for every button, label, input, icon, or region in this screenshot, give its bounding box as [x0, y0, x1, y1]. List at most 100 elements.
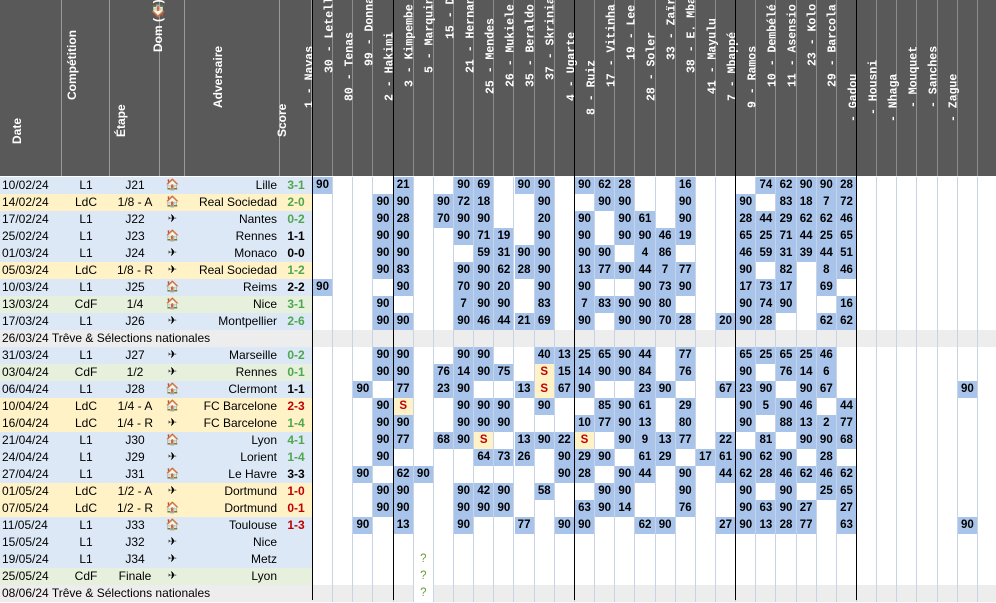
player-minutes-cell[interactable]: [333, 415, 354, 432]
header-dom[interactable]: Dom (🏠) ou Ext (✈): [151, 0, 185, 176]
player-minutes-cell[interactable]: 44: [756, 211, 777, 228]
player-minutes-cell[interactable]: [816, 398, 837, 415]
player-minutes-cell[interactable]: 46: [474, 313, 495, 330]
player-minutes-cell[interactable]: [615, 517, 636, 534]
match-row[interactable]: 27/04/24 L1 J31 🏠 Le Havre 3-3 90 62 90 90 28 90 44 9…: [0, 466, 996, 484]
match-row[interactable]: 11/05/24 L1 J33 🏠 Toulouse 1-3 90 13 90 77 90 90 62 9…: [0, 517, 996, 535]
player-minutes-cell[interactable]: [313, 568, 334, 585]
player-minutes-cell[interactable]: 13: [574, 262, 596, 279]
player-minutes-cell[interactable]: 90: [595, 449, 616, 466]
player-minutes-cell[interactable]: [393, 568, 414, 585]
player-minutes-cell[interactable]: 13: [514, 432, 535, 449]
player-minutes-cell[interactable]: [534, 517, 555, 534]
player-minutes-cell[interactable]: [373, 585, 394, 602]
player-minutes-cell[interactable]: 90: [736, 483, 757, 500]
player-minutes-cell[interactable]: [877, 279, 898, 296]
player-minutes-cell[interactable]: [313, 449, 334, 466]
player-minutes-cell[interactable]: 44: [494, 313, 515, 330]
player-minutes-cell[interactable]: [373, 177, 394, 194]
player-minutes-cell[interactable]: [655, 466, 676, 483]
player-minutes-cell[interactable]: [655, 534, 676, 551]
match-row[interactable]: 24/04/24 L1 J29 ✈ Lorient 1-4 90 64 73 26 90 29 90 61…: [0, 449, 996, 467]
player-minutes-cell[interactable]: [716, 296, 737, 313]
player-minutes-cell[interactable]: [353, 347, 374, 364]
player-minutes-cell[interactable]: 90: [474, 211, 495, 228]
player-minutes-cell[interactable]: [716, 500, 737, 517]
player-minutes-cell[interactable]: [554, 330, 575, 347]
player-minutes-cell[interactable]: 14: [454, 364, 475, 381]
player-minutes-cell[interactable]: 27: [716, 517, 737, 534]
player-minutes-cell[interactable]: [937, 517, 958, 534]
player-minutes-cell[interactable]: [957, 228, 978, 245]
player-minutes-cell[interactable]: 85: [595, 398, 616, 415]
player-minutes-cell[interactable]: 90: [393, 483, 414, 500]
player-minutes-cell[interactable]: [877, 262, 898, 279]
player-minutes-cell[interactable]: [534, 551, 555, 568]
player-minutes-cell[interactable]: [474, 381, 495, 398]
player-minutes-cell[interactable]: [554, 228, 575, 245]
player-minutes-cell[interactable]: [474, 568, 495, 585]
player-minutes-cell[interactable]: 7: [454, 296, 475, 313]
player-minutes-cell[interactable]: [574, 585, 596, 602]
player-minutes-cell[interactable]: 90: [454, 313, 475, 330]
player-minutes-cell[interactable]: 76: [675, 364, 696, 381]
player-minutes-cell[interactable]: 90: [373, 364, 394, 381]
player-minutes-cell[interactable]: [514, 211, 535, 228]
player-minutes-cell[interactable]: 90: [615, 313, 636, 330]
player-minutes-cell[interactable]: 70: [655, 313, 676, 330]
player-minutes-cell[interactable]: 69: [816, 279, 837, 296]
player-minutes-cell[interactable]: [695, 194, 716, 211]
player-minutes-cell[interactable]: [716, 364, 737, 381]
player-minutes-cell[interactable]: 13: [554, 347, 575, 364]
player-minutes-cell[interactable]: [857, 568, 878, 585]
player-minutes-cell[interactable]: [897, 279, 918, 296]
player-minutes-cell[interactable]: 73: [494, 449, 515, 466]
player-minutes-cell[interactable]: [917, 517, 938, 534]
player-minutes-cell[interactable]: [877, 568, 898, 585]
player-minutes-cell[interactable]: 68: [836, 432, 858, 449]
player-minutes-cell[interactable]: [615, 245, 636, 262]
match-row[interactable]: 06/04/24 L1 J28 🏠 Clermont 1-1 90 77 23 90 13 S 67 90…: [0, 381, 996, 399]
player-minutes-cell[interactable]: 90: [736, 398, 757, 415]
player-minutes-cell[interactable]: 42: [474, 483, 495, 500]
match-row[interactable]: 10/03/24 L1 J25 🏠 Reims 2-2 90 90 70 90 20 90 90 90 73…: [0, 279, 996, 297]
player-minutes-cell[interactable]: [716, 262, 737, 279]
player-minutes-cell[interactable]: 46: [796, 398, 817, 415]
player-minutes-cell[interactable]: 29: [776, 211, 797, 228]
player-minutes-cell[interactable]: 31: [494, 245, 515, 262]
player-minutes-cell[interactable]: [776, 330, 797, 347]
player-minutes-cell[interactable]: 62: [393, 466, 414, 483]
player-minutes-cell[interactable]: 14: [796, 364, 817, 381]
player-minutes-cell[interactable]: 90: [776, 500, 797, 517]
player-minutes-cell[interactable]: 90: [393, 500, 414, 517]
player-minutes-cell[interactable]: 90: [373, 415, 394, 432]
player-minutes-cell[interactable]: [554, 483, 575, 500]
player-minutes-cell[interactable]: 90: [796, 381, 817, 398]
player-minutes-cell[interactable]: [776, 568, 797, 585]
player-minutes-cell[interactable]: [857, 245, 878, 262]
player-minutes-cell[interactable]: [554, 279, 575, 296]
player-minutes-cell[interactable]: 90: [736, 262, 757, 279]
player-minutes-cell[interactable]: [736, 551, 757, 568]
player-minutes-cell[interactable]: [635, 177, 656, 194]
player-header[interactable]: 8 - Ruiz: [585, 0, 616, 176]
player-minutes-cell[interactable]: [494, 568, 515, 585]
player-header[interactable]: - Sanches: [928, 0, 958, 176]
match-row[interactable]: 13/03/24 CdF 1/4 🏠 Nice 3-1 90 7 90 90 83 7 83 90 90 80…: [0, 296, 996, 314]
player-minutes-cell[interactable]: [917, 551, 938, 568]
player-minutes-cell[interactable]: ?: [413, 551, 434, 568]
player-minutes-cell[interactable]: 90: [373, 313, 394, 330]
player-minutes-cell[interactable]: 62: [494, 262, 515, 279]
player-minutes-cell[interactable]: 39: [796, 245, 817, 262]
player-minutes-cell[interactable]: [937, 568, 958, 585]
player-minutes-cell[interactable]: [776, 381, 797, 398]
player-minutes-cell[interactable]: 90: [534, 194, 555, 211]
player-minutes-cell[interactable]: [534, 330, 555, 347]
player-minutes-cell[interactable]: 62: [816, 211, 837, 228]
player-minutes-cell[interactable]: 44: [716, 466, 737, 483]
player-minutes-cell[interactable]: [957, 466, 978, 483]
player-minutes-cell[interactable]: [957, 585, 978, 602]
player-minutes-cell[interactable]: [675, 585, 696, 602]
player-minutes-cell[interactable]: 77: [675, 262, 696, 279]
player-minutes-cell[interactable]: [433, 534, 455, 551]
